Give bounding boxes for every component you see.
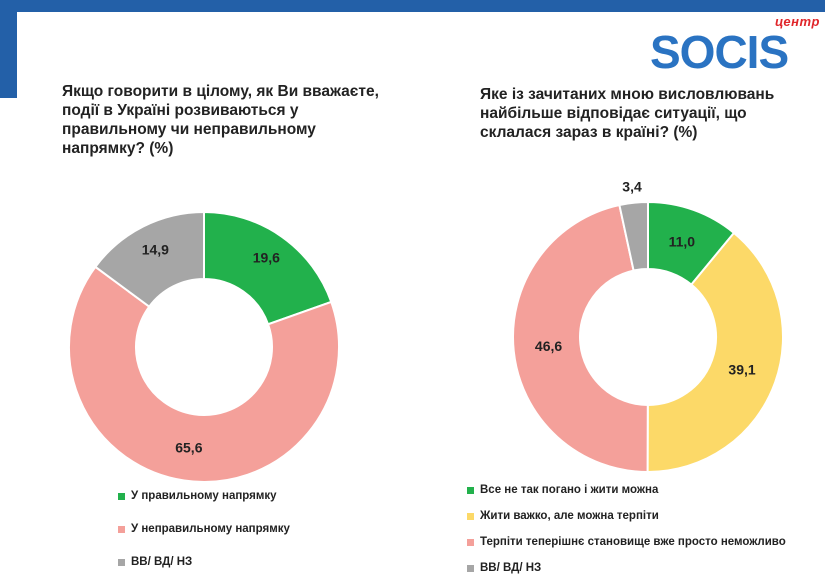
chart1-legend-item-3: ВВ/ ВД/ НЗ [118, 556, 192, 568]
chart2-legend-item-4: ВВ/ ВД/ НЗ [467, 562, 541, 574]
legend-label: У правильному напрямку [131, 490, 277, 502]
chart1-slice-2 [68, 265, 340, 483]
chart2-legend-item-3: Терпіти теперішнє становище вже просто н… [467, 536, 786, 548]
chart1-data-label-1: 19,6 [253, 250, 280, 266]
logo-text: SOCIS [650, 26, 789, 78]
legend-swatch [467, 512, 474, 520]
socis-logo: центр SOCIS [650, 14, 820, 76]
legend-swatch [118, 558, 125, 566]
legend-swatch [467, 538, 474, 546]
legend-label: ВВ/ ВД/ НЗ [131, 556, 193, 568]
chart2-slice-3 [512, 203, 649, 474]
chart2-data-label-2: 39,1 [728, 362, 755, 378]
chart1-slice-1 [203, 210, 333, 326]
legend-label: Жити важко, але можна терпіти [480, 510, 659, 522]
legend-swatch [118, 492, 125, 500]
logo-subtitle: центр [775, 14, 820, 29]
legend-label: Терпіти теперішнє становище вже просто н… [480, 536, 786, 548]
chart2-data-label-4: 3,4 [622, 179, 642, 195]
chart2-data-label-3: 46,6 [535, 338, 562, 354]
chart-title-right: Яке із зачитаних мною висловлювань найбі… [480, 86, 775, 141]
legend-label: У неправильному напрямку [131, 523, 290, 535]
chart1-data-label-3: 14,9 [142, 241, 169, 257]
chart2-legend-item-2: Жити важко, але можна терпіти [467, 510, 659, 522]
left-accent-bar [0, 12, 17, 98]
legend-label: ВВ/ ВД/ НЗ [480, 562, 542, 574]
chart1-data-label-2: 65,6 [175, 440, 202, 456]
top-bar [0, 0, 825, 12]
chart2-data-label-1: 11,0 [669, 234, 696, 250]
legend-swatch [118, 525, 125, 533]
legend-label: Все не так погано і жити можна [480, 484, 659, 496]
chart-title-left: Якщо говорити в цілому, як Ви вважаєте, … [62, 83, 379, 157]
chart1-legend-item-1: У правильному напрямку [118, 490, 277, 502]
chart2-legend-item-1: Все не так погано і жити можна [467, 484, 658, 496]
chart1-legend-item-2: У неправильному напрямку [118, 523, 290, 535]
chart2-slice-4 [618, 200, 649, 272]
legend-swatch [467, 564, 474, 572]
chart1-slice-3 [93, 210, 205, 309]
chart2-slice-2 [646, 231, 784, 473]
legend-swatch [467, 486, 474, 494]
